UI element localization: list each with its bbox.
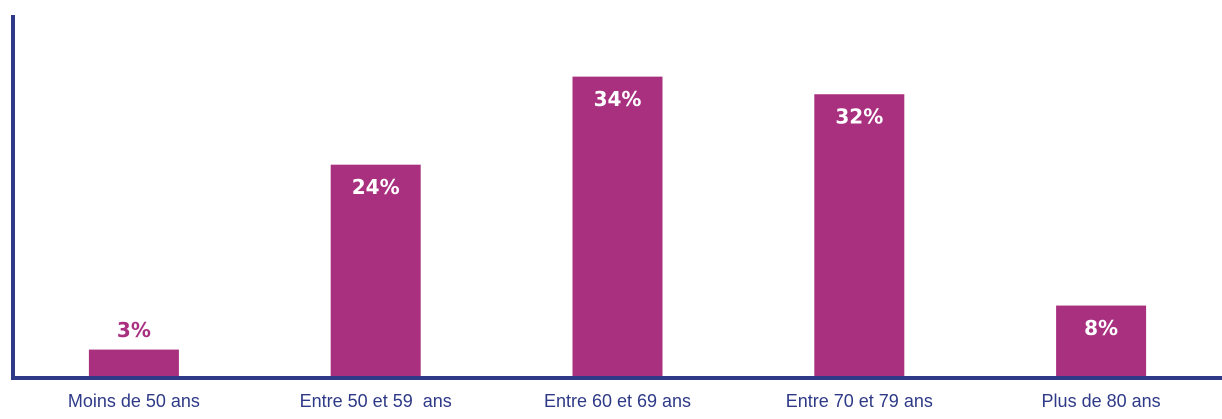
x-tick-label: Entre 60 et 69 ans bbox=[544, 391, 691, 411]
x-tick-label: Entre 70 et 79 ans bbox=[786, 391, 933, 411]
value-label: 8% bbox=[1084, 316, 1118, 340]
bar bbox=[1056, 305, 1147, 376]
bar bbox=[330, 164, 421, 376]
value-label: 3% bbox=[117, 318, 151, 342]
x-tick-label: Moins de 50 ans bbox=[68, 391, 200, 411]
value-label: 34% bbox=[594, 87, 642, 111]
x-tick-label: Plus de 80 ans bbox=[1042, 391, 1161, 411]
bar bbox=[814, 94, 905, 377]
x-tick-label: Entre 50 et 59 ans bbox=[300, 391, 452, 411]
bar bbox=[572, 76, 663, 376]
bar bbox=[88, 349, 179, 376]
value-label: 24% bbox=[352, 175, 400, 199]
value-label: 32% bbox=[835, 105, 883, 129]
